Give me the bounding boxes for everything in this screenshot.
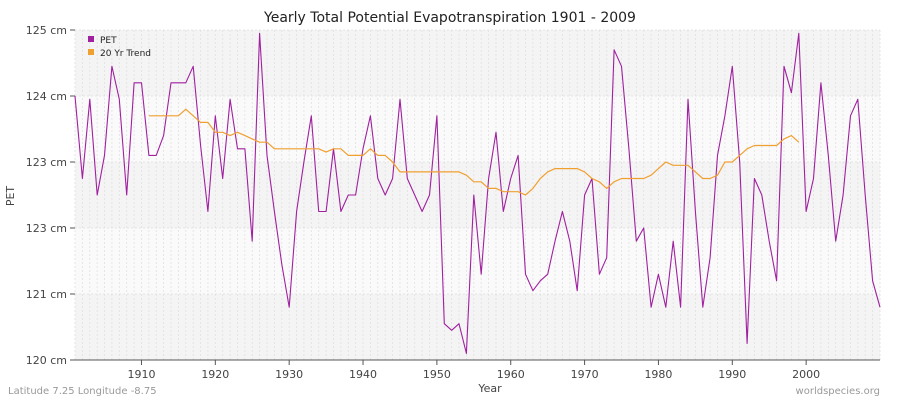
x-tick-label: 1940 bbox=[349, 368, 377, 381]
x-tick-label: 1990 bbox=[718, 368, 746, 381]
x-axis-label: Year bbox=[477, 382, 502, 395]
y-tick-label: 123 cm bbox=[26, 156, 67, 169]
gridlines bbox=[74, 29, 881, 361]
y-tick-label: 121 cm bbox=[26, 288, 67, 301]
legend-swatch-pet bbox=[88, 36, 94, 42]
plot-band bbox=[75, 96, 880, 162]
footer-source: worldspecies.org bbox=[796, 386, 880, 397]
legend-label-trend: 20 Yr Trend bbox=[100, 49, 151, 59]
x-tick-label: 1920 bbox=[201, 368, 229, 381]
pet-series-line bbox=[74, 32, 881, 354]
series-lines bbox=[74, 32, 881, 354]
legend-swatch-trend bbox=[88, 49, 94, 55]
legend: PET 20 Yr Trend bbox=[88, 36, 151, 59]
x-tick-label: 1950 bbox=[423, 368, 451, 381]
trend-series-line bbox=[148, 108, 800, 196]
x-tick-label: 1970 bbox=[571, 368, 599, 381]
y-tick-label: 124 cm bbox=[26, 90, 67, 103]
y-tick-label: 125 cm bbox=[26, 24, 67, 37]
x-tick-label: 2000 bbox=[792, 368, 820, 381]
plot-band bbox=[75, 162, 880, 228]
y-tick-label: 123 cm bbox=[26, 222, 67, 235]
x-tick-label: 1980 bbox=[644, 368, 672, 381]
y-tick-label: 120 cm bbox=[26, 354, 67, 367]
y-axis-ticks: 120 cm 121 cm 123 cm 123 cm 124 cm 125 cm bbox=[26, 24, 75, 367]
x-tick-label: 1930 bbox=[275, 368, 303, 381]
footer-coordinates: Latitude 7.25 Longitude -8.75 bbox=[8, 386, 157, 397]
chart-title: Yearly Total Potential Evapotranspiratio… bbox=[263, 10, 636, 26]
x-tick-label: 1960 bbox=[497, 368, 525, 381]
x-tick-label: 1910 bbox=[127, 368, 155, 381]
plot-area bbox=[75, 30, 880, 360]
legend-label-pet: PET bbox=[100, 36, 117, 46]
plot-band bbox=[75, 294, 880, 360]
x-axis-ticks: 1910 1920 1930 1940 1950 1960 1970 1980 1990 2000 bbox=[127, 360, 820, 381]
y-axis-label: PET bbox=[4, 186, 17, 207]
plot-band bbox=[75, 30, 880, 96]
